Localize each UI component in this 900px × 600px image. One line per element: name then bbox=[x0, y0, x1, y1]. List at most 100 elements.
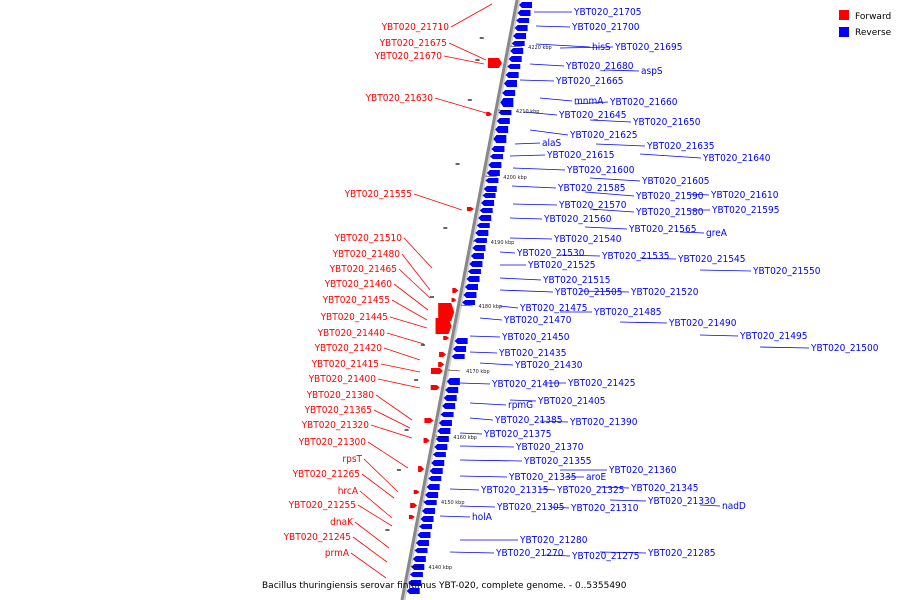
reverse-leader-line bbox=[699, 504, 721, 507]
reverse-gene-label: mnmA bbox=[574, 96, 604, 107]
reverse-leader-line bbox=[459, 475, 508, 478]
forward-leader-line bbox=[370, 424, 413, 439]
reverse-gene-label: YBT020_21660 bbox=[609, 97, 678, 108]
reverse-leader-line bbox=[535, 43, 591, 48]
reverse-gene-label: YBT020_21525 bbox=[527, 260, 595, 271]
reverse-leader-line bbox=[589, 208, 635, 213]
forward-gene-feature bbox=[418, 466, 425, 472]
reverse-gene-label: YBT020_21550 bbox=[752, 266, 821, 277]
scale-tick-mark bbox=[485, 175, 498, 178]
scale-tick-label: 4160 kbp bbox=[453, 435, 477, 441]
reverse-gene-label: YBT020_21270 bbox=[495, 548, 564, 559]
scale-tick-mark bbox=[448, 369, 461, 372]
scale-tick-label: 4210 kbp bbox=[516, 109, 540, 115]
reverse-gene-label: YBT020_21360 bbox=[608, 465, 677, 476]
reverse-leader-line bbox=[479, 362, 514, 366]
forward-gene-feature bbox=[451, 298, 457, 302]
reverse-gene-label: YBT020_21345 bbox=[630, 483, 698, 494]
reverse-gene-label: YBT020_21385 bbox=[494, 415, 562, 426]
reverse-gene-label: YBT020_21335 bbox=[508, 472, 576, 483]
reverse-gene-feature bbox=[428, 476, 442, 481]
reverse-gene-feature bbox=[476, 223, 490, 228]
forward-gene-label: YBT020_21400 bbox=[308, 374, 377, 385]
reverse-gene-label: YBT020_21490 bbox=[668, 318, 737, 329]
forward-gene-label: YBT020_21255 bbox=[288, 500, 356, 511]
scale-tick-label: 4180 kbp bbox=[479, 304, 503, 310]
reverse-leader-line bbox=[539, 488, 556, 491]
reverse-leader-line bbox=[469, 417, 494, 421]
forward-leader-line bbox=[361, 473, 395, 499]
reverse-gene-label: YBT020_21645 bbox=[558, 110, 626, 121]
forward-gene-label: YBT020_21365 bbox=[304, 405, 372, 416]
forward-leader-line bbox=[448, 42, 487, 61]
forward-leader-line bbox=[401, 253, 431, 291]
reverse-gene-label: YBT020_21355 bbox=[523, 456, 591, 467]
reverse-gene-label: YBT020_21635 bbox=[646, 141, 714, 152]
reverse-gene-feature bbox=[511, 41, 525, 46]
forward-gene-label: YBT020_21630 bbox=[365, 93, 434, 104]
reverse-gene-feature bbox=[419, 524, 433, 529]
forward-gene-label: YBT020_21380 bbox=[306, 390, 375, 401]
reverse-gene-feature bbox=[423, 500, 437, 505]
reverse-gene-feature bbox=[434, 444, 448, 450]
reverse-gene-label: nadD bbox=[722, 501, 746, 512]
reverse-gene-feature bbox=[496, 118, 510, 124]
forward-leader-line bbox=[350, 552, 387, 579]
reverse-gene-label: YBT020_21305 bbox=[496, 502, 564, 513]
reverse-gene-feature bbox=[481, 200, 495, 206]
scale-tick-label: 4170 kbp bbox=[466, 369, 490, 375]
forward-gene-feature bbox=[410, 503, 418, 508]
reverse-leader-line bbox=[584, 191, 635, 197]
forward-leader-line bbox=[383, 347, 421, 361]
reverse-gene-feature bbox=[432, 452, 446, 457]
scale-tick-label: 4150 kbp bbox=[441, 500, 465, 506]
forward-gene-label: rpsT bbox=[342, 454, 362, 465]
reverse-gene-feature bbox=[478, 215, 492, 221]
leader-lines bbox=[350, 3, 810, 579]
reverse-gene-feature bbox=[479, 208, 493, 213]
reverse-leader-line bbox=[499, 277, 542, 281]
reverse-leader-line bbox=[449, 488, 480, 491]
reverse-leader-line bbox=[544, 554, 571, 557]
reverse-gene-feature bbox=[462, 300, 476, 305]
reverse-gene-label: YBT020_21275 bbox=[571, 551, 639, 562]
reverse-gene-label: YBT020_21705 bbox=[573, 7, 641, 18]
genome-axis-shadow bbox=[402, 0, 521, 600]
forward-leader-line bbox=[393, 283, 429, 311]
reverse-gene-feature bbox=[475, 230, 489, 236]
forward-gene-label: YBT020_21710 bbox=[381, 22, 450, 33]
reverse-leader-line bbox=[599, 551, 647, 554]
forward-leader-line bbox=[363, 458, 399, 493]
forward-gene-label: YBT020_21245 bbox=[283, 532, 351, 543]
forward-gene-feature bbox=[439, 352, 447, 357]
reverse-gene-label: YBT020_21475 bbox=[519, 303, 587, 314]
reverse-gene-label: YBT020_21485 bbox=[593, 307, 661, 318]
reverse-gene-label: YBT020_21545 bbox=[677, 254, 745, 265]
legend: Forward Reverse bbox=[839, 10, 892, 38]
forward-leader-line bbox=[443, 55, 485, 65]
reverse-gene-feature bbox=[490, 154, 504, 159]
reverse-gene-feature bbox=[502, 90, 516, 96]
legend-forward-label: Forward bbox=[855, 12, 891, 22]
reverse-leader-line bbox=[439, 515, 471, 518]
scale-tick-label: 4140 kbp bbox=[429, 565, 453, 571]
forward-gene-label: YBT020_21555 bbox=[344, 189, 412, 200]
forward-gene-feature bbox=[424, 418, 434, 423]
reverse-gene-feature bbox=[473, 238, 487, 243]
forward-gene-feature bbox=[435, 318, 452, 334]
reverse-gene-feature bbox=[414, 548, 428, 553]
reverse-gene-feature bbox=[453, 346, 467, 352]
reverse-gene-label: YBT020_21410 bbox=[491, 379, 560, 390]
reverse-gene-feature bbox=[409, 572, 423, 577]
reverse-gene-label: YBT020_21650 bbox=[632, 117, 701, 128]
reverse-leader-line bbox=[584, 226, 628, 230]
reverse-leader-line bbox=[499, 289, 554, 293]
reverse-leader-line bbox=[595, 143, 646, 147]
reverse-gene-label: YBT020_21515 bbox=[542, 275, 610, 286]
forward-gene-label: YBT020_21320 bbox=[301, 420, 370, 431]
reverse-leader-line bbox=[459, 445, 515, 448]
forward-gene-label: YBT020_21455 bbox=[322, 295, 390, 306]
forward-leader-line bbox=[386, 332, 425, 345]
forward-gene-feature bbox=[430, 385, 440, 390]
reverse-gene-label: YBT020_21695 bbox=[614, 42, 682, 53]
